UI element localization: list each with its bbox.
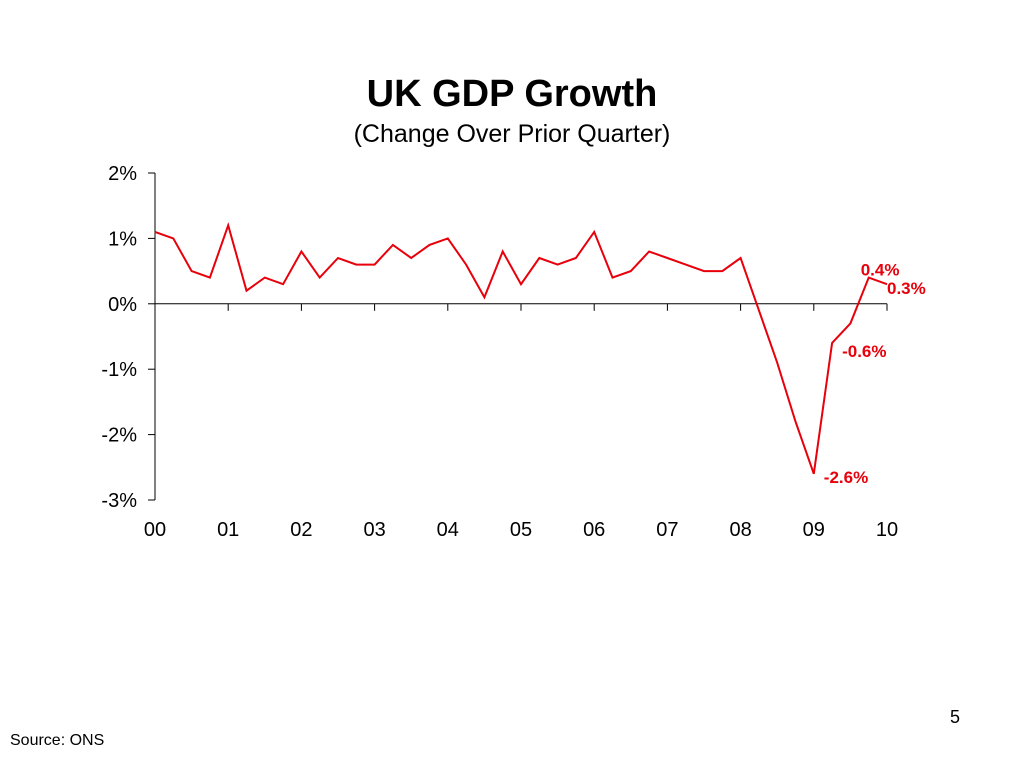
y-tick-label: 2% — [108, 163, 137, 185]
y-tick-label: 1% — [108, 228, 137, 250]
x-tick-label: 07 — [656, 519, 678, 541]
page-number: 5 — [950, 707, 961, 727]
y-tick-label: -3% — [101, 490, 137, 512]
y-tick-label: -1% — [101, 359, 137, 381]
gdp-growth-line — [154, 221, 888, 475]
x-tick-label: 03 — [363, 519, 385, 541]
x-tick-label: 10 — [876, 519, 898, 541]
x-tick-label: 08 — [729, 519, 751, 541]
x-tick-label: 09 — [803, 519, 825, 541]
data-label: 0.3% — [887, 279, 926, 298]
data-label: -2.6% — [824, 468, 868, 487]
chart-title: UK GDP Growth — [366, 73, 658, 115]
chart-subtitle: (Change Over Prior Quarter) — [353, 120, 671, 148]
x-tick-label: 02 — [290, 519, 312, 541]
x-tick-label: 05 — [510, 519, 532, 541]
x-tick-label: 04 — [437, 519, 459, 541]
x-tick-label: 00 — [144, 519, 166, 541]
x-tick-label: 01 — [217, 519, 239, 541]
data-label: -0.6% — [842, 342, 886, 361]
data-label: 0.4% — [861, 261, 900, 280]
source-note: Source: ONS — [10, 732, 105, 749]
x-tick-label: 06 — [583, 519, 605, 541]
y-tick-label: 0% — [108, 294, 137, 316]
y-tick-label: -2% — [101, 425, 137, 447]
